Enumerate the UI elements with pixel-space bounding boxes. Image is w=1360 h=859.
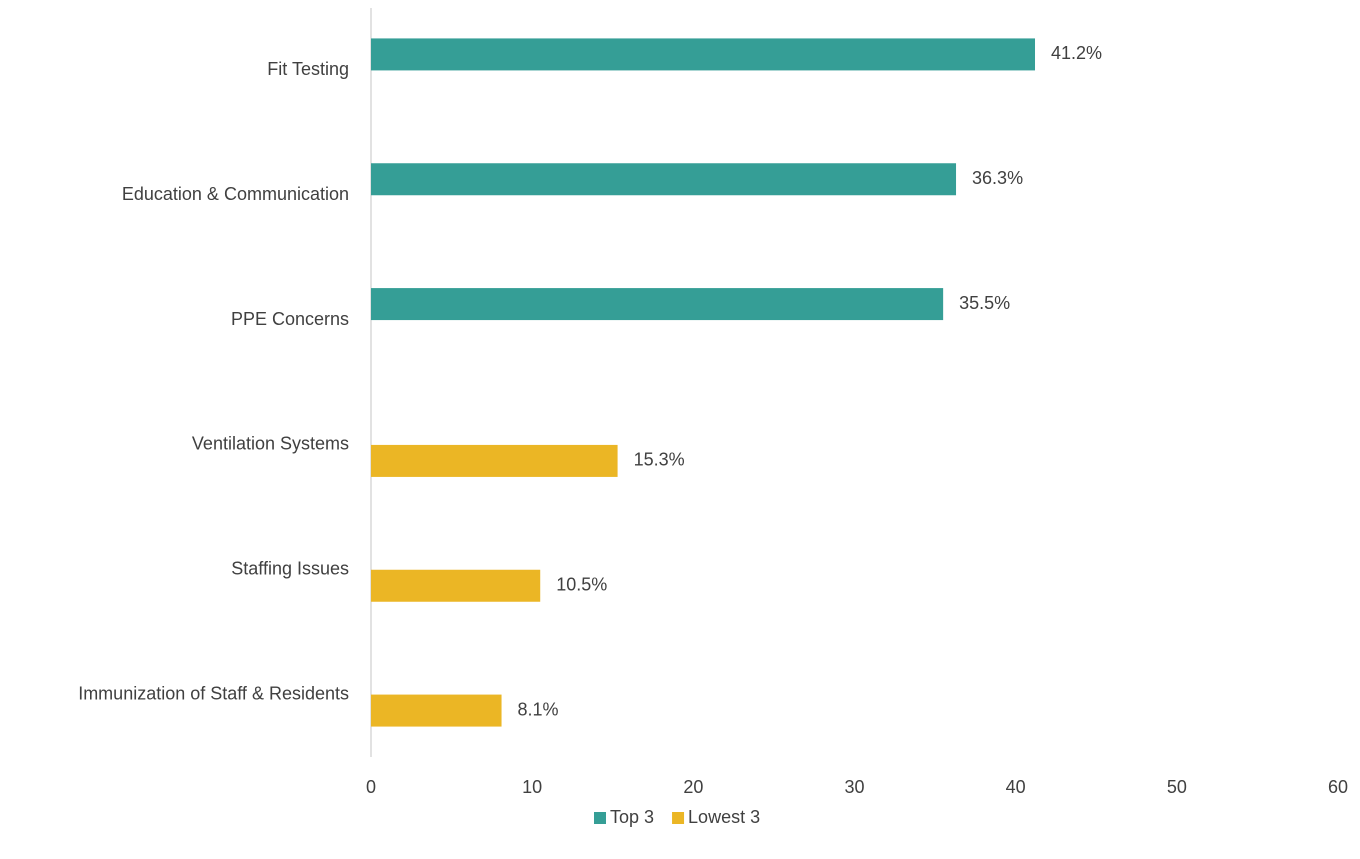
bar xyxy=(371,569,541,602)
x-tick-label: 10 xyxy=(522,777,542,797)
data-label: 35.5% xyxy=(959,293,1010,313)
y-tick-label: Education & Communication xyxy=(122,184,349,204)
data-label: 36.3% xyxy=(972,168,1023,188)
x-tick-label: 40 xyxy=(1006,777,1026,797)
bar xyxy=(371,444,618,477)
legend-swatch xyxy=(594,812,606,824)
bar xyxy=(371,288,944,321)
data-label: 10.5% xyxy=(556,575,607,595)
x-tick-label: 30 xyxy=(844,777,864,797)
y-tick-label: Immunization of Staff & Residents xyxy=(78,683,349,703)
legend-label: Lowest 3 xyxy=(688,807,760,827)
y-tick-label: Fit Testing xyxy=(267,59,349,79)
legend-swatch xyxy=(672,812,685,824)
legend-label: Top 3 xyxy=(610,807,654,827)
bar xyxy=(371,38,1036,71)
y-tick-label: Ventilation Systems xyxy=(192,434,349,454)
bar xyxy=(371,163,957,196)
x-tick-label: 50 xyxy=(1167,777,1187,797)
bar xyxy=(371,694,502,727)
y-tick-label: PPE Concerns xyxy=(231,309,349,329)
data-label: 8.1% xyxy=(518,699,559,719)
x-tick-label: 0 xyxy=(366,777,376,797)
data-label: 41.2% xyxy=(1051,43,1102,63)
y-tick-label: Staffing Issues xyxy=(231,559,349,579)
x-tick-label: 60 xyxy=(1328,777,1348,797)
data-label: 15.3% xyxy=(634,450,685,470)
x-tick-label: 20 xyxy=(683,777,703,797)
